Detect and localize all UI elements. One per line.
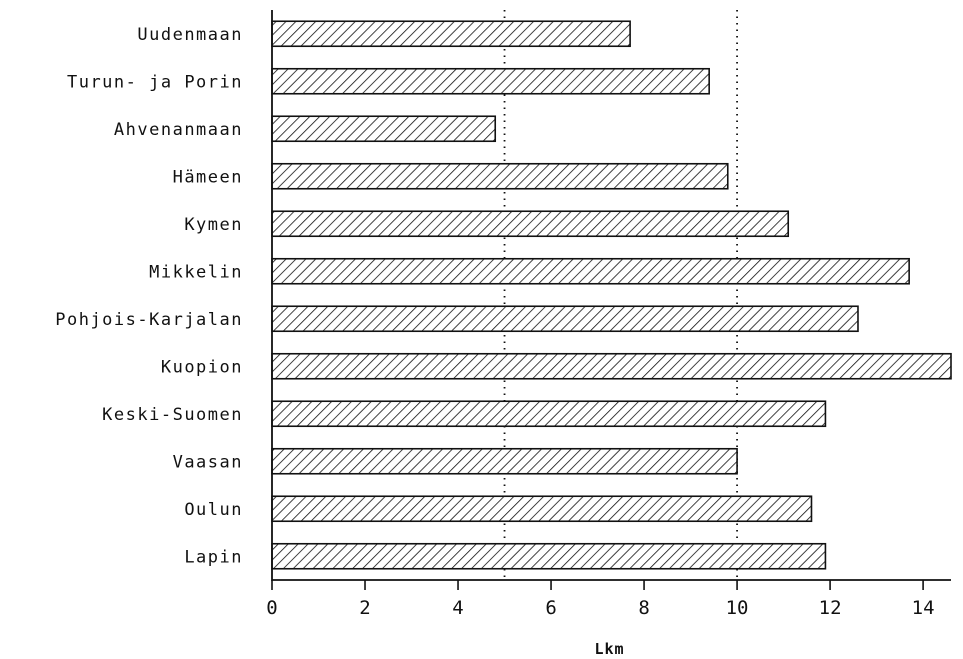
bar-2 xyxy=(271,115,497,143)
bar-8 xyxy=(271,400,827,428)
x-tick-label: 4 xyxy=(452,597,463,619)
category-label: Lapin xyxy=(184,547,243,567)
bar-10 xyxy=(271,495,813,523)
category-labels: Uudenmaan Turun- ja Porin Ahvenanmaan Hämee… xyxy=(55,25,243,568)
category-label: Mikkelin xyxy=(149,262,243,282)
bar-5 xyxy=(271,257,910,285)
x-tick-label: 10 xyxy=(726,597,749,619)
bar-9 xyxy=(271,447,738,475)
reference-lines xyxy=(503,10,738,580)
category-label: Turun- ja Porin xyxy=(67,72,243,92)
x-tick-label: 8 xyxy=(638,597,649,619)
bar-7 xyxy=(271,352,952,380)
category-label: Pohjois-Karjalan xyxy=(55,310,243,330)
bars xyxy=(271,20,952,570)
bar-3 xyxy=(271,162,729,190)
x-tick-label: 2 xyxy=(359,597,370,619)
bar-11 xyxy=(271,542,827,570)
x-tick-label: 6 xyxy=(545,597,556,619)
category-label: Kuopion xyxy=(161,357,243,377)
category-label: Ahvenanmaan xyxy=(114,120,243,140)
x-tick-label: 14 xyxy=(912,597,935,619)
category-label: Kymen xyxy=(184,215,243,235)
category-label: Hämeen xyxy=(173,167,243,187)
bar-6 xyxy=(271,305,859,333)
x-tick-label: 0 xyxy=(266,597,277,619)
axes: 0 2 4 6 8 10 12 14 xyxy=(266,10,951,619)
category-label: Keski-Suomen xyxy=(102,405,243,425)
bar-0 xyxy=(271,20,631,48)
category-label: Vaasan xyxy=(173,452,243,472)
category-label: Uudenmaan xyxy=(137,25,243,45)
bar-1 xyxy=(271,67,710,95)
x-tick-label: 12 xyxy=(819,597,842,619)
x-axis-title: Lkm xyxy=(594,640,624,658)
bar-4 xyxy=(271,210,790,238)
category-label: Oulun xyxy=(184,500,243,520)
